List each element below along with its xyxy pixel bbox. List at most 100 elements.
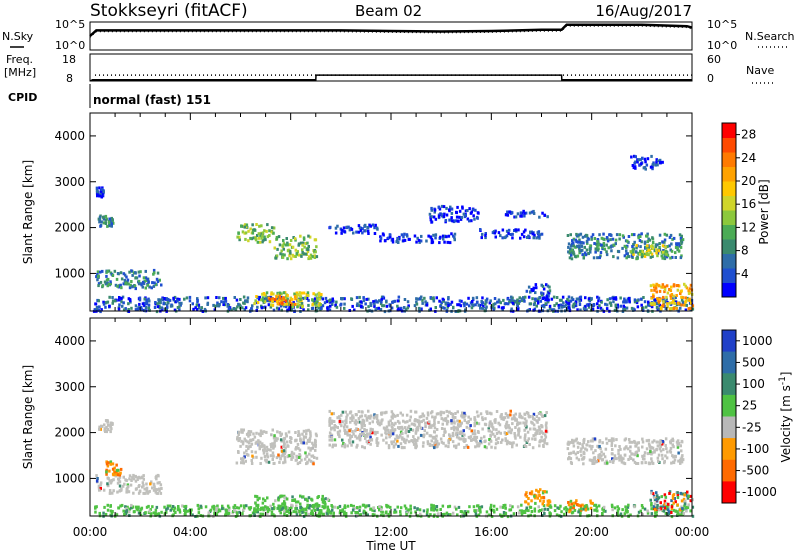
scatter-cell	[584, 253, 588, 257]
power-colorbar-swatch	[722, 268, 736, 283]
scatter-cell	[639, 245, 642, 249]
scatter-cell	[98, 219, 102, 223]
scatter-cell	[160, 487, 163, 490]
scatter-cell	[385, 436, 388, 440]
scatter-cell	[293, 498, 297, 502]
scatter-cell	[688, 298, 691, 302]
scatter-cell	[652, 295, 655, 299]
scatter-cell	[271, 299, 274, 303]
scatter-cell	[314, 445, 317, 449]
scatter-cell	[515, 443, 518, 447]
scatter-cell	[442, 434, 445, 437]
scatter-cell	[388, 423, 391, 427]
scatter-cell	[572, 441, 575, 445]
scatter-cell	[144, 269, 147, 273]
scatter-cell	[98, 488, 101, 492]
scatter-cell	[158, 489, 161, 493]
scatter-cell	[523, 438, 527, 442]
scatter-cell	[173, 308, 177, 312]
scatter-cell	[572, 237, 576, 241]
scatter-cell	[575, 297, 579, 301]
scatter-cell	[111, 467, 115, 471]
scatter-cell	[288, 511, 291, 515]
scatter-cell	[197, 507, 201, 511]
scatter-cell	[540, 304, 544, 308]
scatter-cell	[105, 462, 109, 466]
scatter-cell	[410, 439, 413, 443]
scatter-cell	[109, 509, 113, 513]
scatter-cell	[241, 306, 244, 310]
scatter-cell	[617, 448, 620, 452]
scatter-cell	[464, 413, 467, 417]
scatter-cell	[221, 507, 224, 511]
scatter-cell	[600, 300, 603, 304]
scatter-cell	[466, 510, 470, 514]
scatter-cell	[127, 302, 130, 306]
scatter-cell	[444, 430, 447, 434]
scatter-cell	[157, 474, 160, 478]
scatter-cell	[263, 455, 267, 458]
scatter-cell	[500, 417, 503, 421]
scatter-cell	[130, 479, 133, 482]
scatter-cell	[471, 432, 475, 436]
scatter-cell	[430, 215, 433, 219]
scatter-cell	[328, 416, 332, 420]
scatter-cell	[589, 250, 592, 254]
scatter-cell	[258, 295, 261, 299]
scatter-cell	[456, 205, 459, 209]
scatter-cell	[183, 297, 186, 301]
scatter-cell	[501, 236, 504, 240]
scatter-cell	[648, 444, 651, 448]
scatter-cell	[100, 195, 103, 199]
scatter-cell	[670, 461, 673, 465]
scatter-cell	[593, 503, 596, 507]
scatter-cell	[103, 280, 107, 284]
scatter-cell	[673, 302, 677, 305]
scatter-cell	[273, 434, 276, 438]
scatter-cell	[232, 505, 235, 509]
scatter-cell	[477, 303, 480, 307]
scatter-cell	[123, 273, 127, 277]
scatter-cell	[478, 508, 481, 512]
scatter-cell	[671, 437, 674, 441]
scatter-cell	[581, 445, 585, 449]
scatter-cell	[288, 507, 291, 510]
scatter-cell	[381, 510, 384, 514]
scatter-cell	[269, 305, 273, 309]
scatter-cell	[105, 278, 109, 282]
scatter-cell	[575, 456, 579, 460]
scatter-cell	[653, 502, 657, 506]
scatter-cell	[147, 504, 150, 508]
scatter-cell	[331, 297, 334, 301]
scatter-cell	[483, 445, 487, 449]
scatter-cell	[656, 444, 660, 448]
scatter-cell	[245, 225, 248, 229]
scatter-cell	[115, 472, 118, 476]
scatter-cell	[401, 432, 404, 436]
scatter-cell	[371, 508, 374, 512]
scatter-cell	[681, 296, 685, 300]
velocity-colorbar-swatch	[722, 438, 736, 461]
scatter-cell	[516, 505, 520, 509]
scatter-cell	[635, 450, 639, 454]
scatter-cell	[105, 426, 108, 429]
scatter-cell	[533, 496, 537, 500]
scatter-cell	[355, 230, 358, 234]
scatter-cell	[184, 512, 187, 516]
scatter-cell	[111, 273, 115, 277]
scatter-cell	[258, 496, 261, 500]
scatter-cell	[691, 505, 695, 509]
scatter-cell	[292, 305, 295, 309]
scatter-cell	[363, 429, 366, 433]
scatter-cell	[435, 428, 439, 431]
scatter-cell	[612, 458, 615, 462]
scatter-cell	[108, 469, 111, 473]
scatter-cell	[100, 220, 103, 224]
scatter-cell	[343, 425, 346, 429]
scatter-cell	[241, 440, 245, 444]
scatter-cell	[159, 483, 163, 487]
scatter-cell	[448, 410, 451, 414]
scatter-cell	[616, 511, 619, 515]
scatter-cell	[610, 444, 613, 448]
scatter-cell	[563, 304, 566, 308]
